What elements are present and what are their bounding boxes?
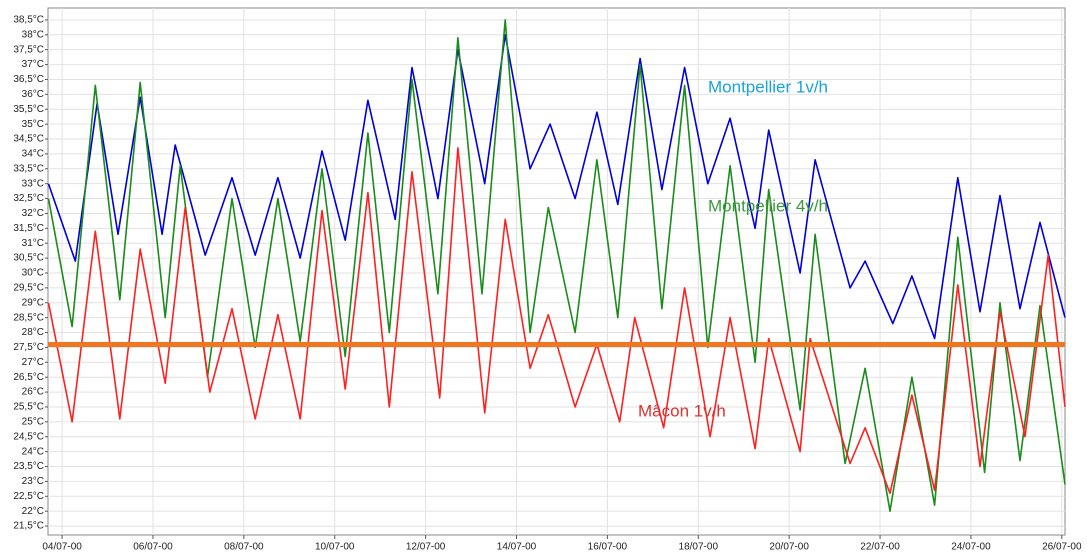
x-tick-label: 10/07-00	[315, 542, 355, 553]
y-tick-label: 32,5°C	[13, 193, 44, 204]
y-tick-label: 24,5°C	[13, 431, 44, 442]
y-tick-label: 34°C	[22, 149, 44, 160]
y-tick-label: 37,5°C	[13, 44, 44, 55]
y-tick-label: 35°C	[22, 119, 44, 130]
y-tick-label: 34,5°C	[13, 134, 44, 145]
series-label: Montpellier 1v/h	[708, 77, 828, 96]
y-tick-label: 24°C	[22, 446, 44, 457]
y-tick-label: 29°C	[22, 297, 44, 308]
y-tick-label: 30°C	[22, 268, 44, 279]
plot-area	[47, 7, 1066, 536]
series-label: Montpellier 4v/h	[708, 196, 828, 215]
y-tick-label: 28°C	[22, 327, 44, 338]
series-label: Mâcon 1v/h	[638, 401, 726, 420]
y-tick-label: 21,5°C	[13, 521, 44, 532]
y-tick-label: 26°C	[22, 387, 44, 398]
x-tick-label: 12/07-00	[406, 542, 446, 553]
y-tick-label: 23°C	[22, 476, 44, 487]
y-tick-label: 36°C	[22, 89, 44, 100]
y-tick-label: 25°C	[22, 416, 44, 427]
series-line	[47, 147, 1066, 495]
y-tick-label: 33°C	[22, 178, 44, 189]
y-tick-label: 35,5°C	[13, 104, 44, 115]
y-tick-label: 30,5°C	[13, 253, 44, 264]
y-tick-label: 27,5°C	[13, 342, 44, 353]
y-tick-label: 23,5°C	[13, 461, 44, 472]
series-line	[47, 34, 1066, 340]
y-tick-label: 32°C	[22, 208, 44, 219]
y-tick-label: 31,5°C	[13, 223, 44, 234]
y-tick-label: 38,5°C	[13, 15, 44, 26]
y-tick-label: 37°C	[22, 59, 44, 70]
y-tick-label: 28,5°C	[13, 312, 44, 323]
x-tick-label: 06/07-00	[133, 542, 173, 553]
y-tick-label: 38°C	[22, 29, 44, 40]
y-tick-label: 26,5°C	[13, 372, 44, 383]
x-tick-label: 16/07-00	[588, 542, 628, 553]
x-tick-label: 14/07-00	[497, 542, 537, 553]
y-tick-label: 22,5°C	[13, 491, 44, 502]
y-tick-label: 27°C	[22, 357, 44, 368]
x-tick-label: 24/07-00	[951, 542, 991, 553]
x-tick-label: 18/07-00	[679, 542, 719, 553]
y-tick-label: 22°C	[22, 506, 44, 517]
y-tick-label: 33,5°C	[13, 163, 44, 174]
x-tick-label: 22/07-00	[860, 542, 900, 553]
y-tick-label: 29,5°C	[13, 283, 44, 294]
y-tick-label: 25,5°C	[13, 402, 44, 413]
y-tick-label: 36,5°C	[13, 74, 44, 85]
x-tick-label: 04/07-00	[42, 542, 82, 553]
x-tick-label: 26/07-00	[1042, 542, 1082, 553]
y-tick-label: 31°C	[22, 238, 44, 249]
x-tick-label: 20/07-00	[769, 542, 809, 553]
x-tick-label: 08/07-00	[224, 542, 264, 553]
